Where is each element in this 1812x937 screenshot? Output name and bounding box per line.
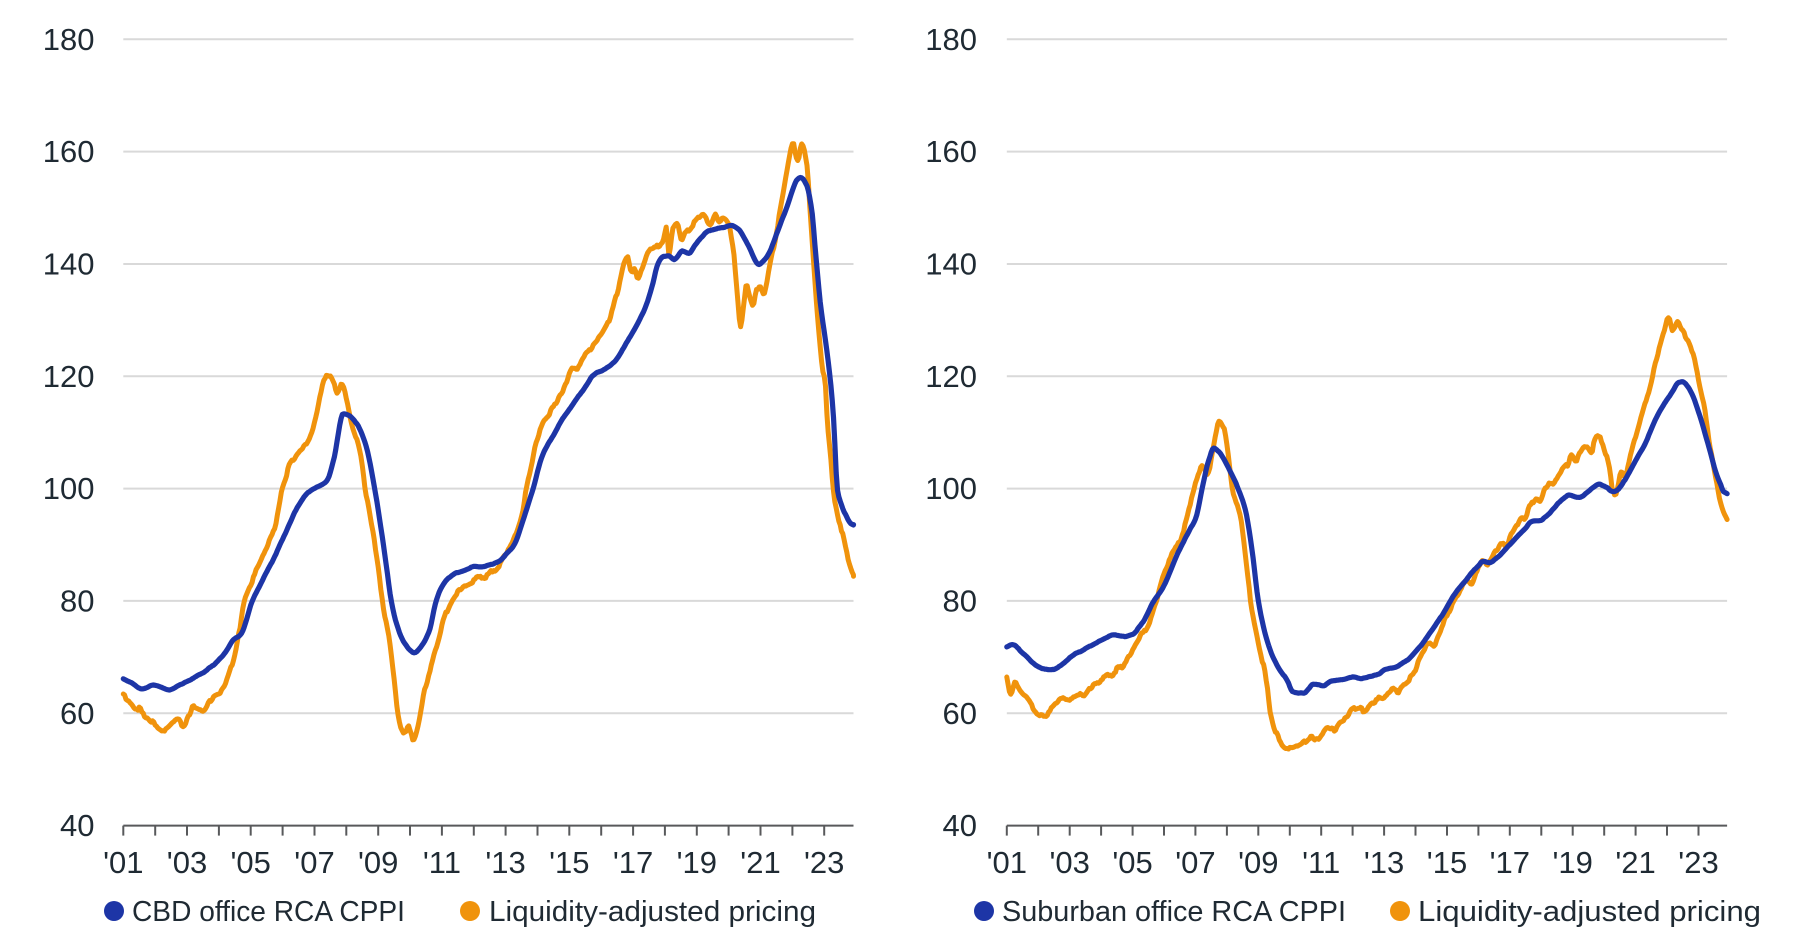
svg-text:'17: '17 bbox=[613, 845, 653, 880]
svg-text:160: 160 bbox=[925, 134, 977, 169]
svg-text:'11: '11 bbox=[1302, 845, 1340, 880]
svg-text:120: 120 bbox=[43, 359, 95, 394]
svg-text:Suburban office RCA CPPI: Suburban office RCA CPPI bbox=[1002, 896, 1346, 928]
svg-text:180: 180 bbox=[925, 22, 977, 57]
svg-text:40: 40 bbox=[60, 808, 94, 843]
svg-text:120: 120 bbox=[925, 359, 977, 394]
svg-text:'03: '03 bbox=[167, 845, 207, 880]
svg-text:40: 40 bbox=[943, 808, 977, 843]
svg-text:100: 100 bbox=[925, 471, 977, 506]
svg-text:'07: '07 bbox=[1175, 845, 1215, 880]
svg-text:80: 80 bbox=[943, 583, 977, 618]
svg-text:'05: '05 bbox=[1112, 845, 1152, 880]
svg-text:Liquidity-adjusted pricing: Liquidity-adjusted pricing bbox=[489, 896, 816, 928]
svg-text:180: 180 bbox=[43, 22, 95, 57]
svg-text:'19: '19 bbox=[677, 845, 717, 880]
svg-text:'13: '13 bbox=[485, 845, 525, 880]
svg-text:60: 60 bbox=[943, 696, 977, 731]
svg-text:'07: '07 bbox=[294, 845, 334, 880]
svg-text:'09: '09 bbox=[1238, 845, 1278, 880]
svg-text:'13: '13 bbox=[1364, 845, 1404, 880]
svg-text:'21: '21 bbox=[1615, 845, 1655, 880]
svg-text:160: 160 bbox=[43, 134, 95, 169]
svg-text:'11: '11 bbox=[423, 845, 461, 880]
svg-text:'05: '05 bbox=[230, 845, 270, 880]
svg-text:'23: '23 bbox=[1678, 845, 1718, 880]
svg-text:'23: '23 bbox=[804, 845, 844, 880]
svg-text:CBD office RCA CPPI: CBD office RCA CPPI bbox=[132, 896, 405, 928]
svg-text:Liquidity-adjusted pricing: Liquidity-adjusted pricing bbox=[1418, 896, 1761, 928]
svg-text:'19: '19 bbox=[1552, 845, 1592, 880]
svg-text:'21: '21 bbox=[740, 845, 780, 880]
svg-text:'03: '03 bbox=[1049, 845, 1089, 880]
svg-text:'09: '09 bbox=[358, 845, 398, 880]
svg-text:'01: '01 bbox=[103, 845, 143, 880]
svg-text:'01: '01 bbox=[987, 845, 1027, 880]
svg-text:140: 140 bbox=[43, 247, 95, 282]
svg-text:'15: '15 bbox=[549, 845, 589, 880]
svg-text:'17: '17 bbox=[1490, 845, 1530, 880]
svg-text:100: 100 bbox=[43, 471, 95, 506]
svg-text:60: 60 bbox=[60, 696, 94, 731]
svg-text:'15: '15 bbox=[1427, 845, 1467, 880]
svg-text:140: 140 bbox=[925, 247, 977, 282]
svg-text:80: 80 bbox=[60, 583, 94, 618]
